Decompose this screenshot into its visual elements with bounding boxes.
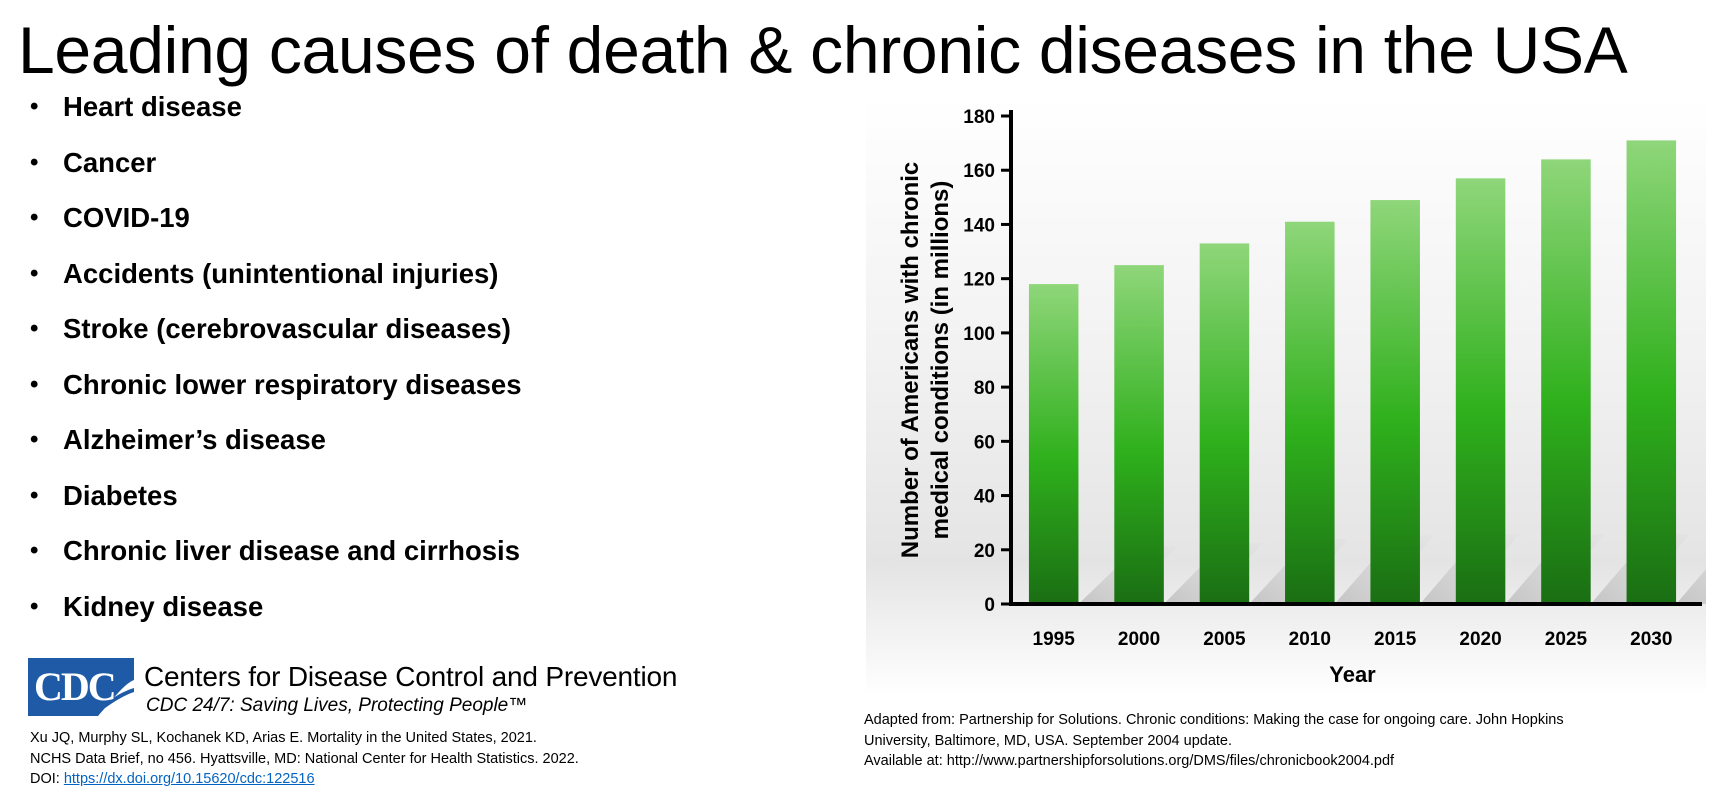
bullet: • [30, 259, 39, 287]
x-tick-label: 2000 [1118, 629, 1160, 650]
cause-label: Diabetes [63, 479, 178, 511]
y-tick-label: 140 [963, 215, 995, 236]
slide-title: Leading causes of death & chronic diseas… [18, 13, 1628, 87]
cause-label: Kidney disease [63, 590, 264, 622]
reference-citation: Xu JQ, Murphy SL, Kochanek KD, Arias E. … [30, 728, 579, 790]
cause-label: Alzheimer’s disease [63, 424, 326, 455]
cause-label: COVID-19 [63, 202, 190, 233]
bullet: • [30, 93, 39, 120]
x-tick-label: 2030 [1630, 629, 1672, 650]
y-tick-label: 80 [974, 378, 995, 399]
y-tick-label: 40 [974, 487, 995, 508]
source-line: University, Baltimore, MD, USA. Septembe… [864, 732, 1233, 749]
cdc-logo: CDC [28, 658, 134, 716]
bullet: • [30, 148, 39, 176]
source-line: Available at: http://www.partnershipfors… [864, 753, 1395, 769]
x-tick-label: 2015 [1374, 629, 1417, 650]
bullet: • [30, 315, 39, 342]
bar-2030 [1626, 140, 1677, 604]
reference-line: NCHS Data Brief, no 456. Hyattsville, MD… [30, 750, 579, 767]
list-item: • Alzheimer’s disease [30, 417, 522, 473]
cause-label: Stroke (cerebrovascular diseases) [63, 313, 511, 344]
chart-container: 0 20 40 60 80 100 120 140 160 180 1995 2000 2005 201… [866, 96, 1706, 696]
list-item: • Diabetes [30, 473, 522, 529]
y-axis-label-line1: Number of Americans with chronic [897, 162, 924, 559]
reference-line: DOI: https://dx.doi.org/10.15620/cdc:122… [30, 769, 579, 790]
list-item: • Heart disease [30, 84, 522, 140]
bullet: • [30, 204, 39, 231]
y-tick-label: 160 [963, 161, 995, 182]
x-tick-label: 2020 [1459, 629, 1501, 650]
doi-prefix: DOI: [30, 771, 64, 787]
x-tick-label: 2005 [1203, 629, 1246, 650]
y-tick-label: 60 [974, 432, 995, 453]
cdc-tagline: CDC 24/7: Saving Lives, Protecting Peopl… [146, 695, 528, 716]
bar-2000 [1114, 265, 1164, 604]
y-axis-label-line2: medical conditions (in millions) [927, 181, 954, 540]
cause-label: Accidents (unintentional injuries) [63, 257, 499, 289]
bar-2015 [1370, 200, 1420, 604]
list-item: • Kidney disease [30, 584, 522, 640]
doi-link[interactable]: https://dx.doi.org/10.15620/cdc:122516 [63, 771, 315, 787]
y-tick-label: 0 [984, 595, 995, 616]
axes [1009, 110, 1702, 606]
x-tick-label: 2025 [1545, 629, 1588, 650]
list-item: • Chronic lower respiratory diseases [30, 362, 522, 418]
cause-label: Cancer [63, 146, 157, 178]
x-tick-label: 2010 [1289, 629, 1331, 650]
bullet: • [30, 426, 39, 453]
y-tick-label: 120 [963, 270, 995, 291]
list-item: • Cancer [30, 140, 522, 196]
list-item: • COVID-19 [30, 195, 522, 251]
bullet: • [30, 481, 39, 509]
y-tick-label: 20 [974, 541, 995, 562]
bullet: • [30, 370, 39, 398]
y-ticks: 0 20 40 60 80 100 120 140 160 180 [963, 107, 1011, 616]
list-item: • Chronic liver disease and cirrhosis [30, 528, 522, 584]
y-tick-label: 180 [963, 107, 995, 128]
bars [1028, 140, 1677, 604]
x-ticks: 1995 2000 2005 2010 2015 2020 2025 2030 [1033, 629, 1673, 650]
bar-2020 [1455, 178, 1506, 604]
bar-2010 [1285, 221, 1335, 604]
bar-shadow [1676, 569, 1706, 604]
bar-1995 [1028, 284, 1079, 604]
cause-label: Heart disease [63, 91, 242, 122]
x-axis-label: Year [1329, 662, 1376, 687]
source-note: Adapted from: Partnership for Solutions.… [864, 710, 1564, 772]
bullet: • [30, 537, 39, 564]
list-item: • Stroke (cerebrovascular diseases) [30, 306, 522, 362]
bullet: • [30, 592, 39, 620]
bar-chart: 0 20 40 60 80 100 120 140 160 180 1995 2000 2005 201… [866, 96, 1706, 696]
bar-2025 [1541, 159, 1591, 604]
causes-list: • Heart disease • Cancer • COVID-19 • Accide… [30, 84, 522, 639]
cause-label: Chronic lower respiratory diseases [63, 368, 522, 400]
cdc-name: Centers for Disease Control and Preventi… [144, 661, 678, 692]
cdc-logo-text: CDC [34, 664, 115, 709]
cdc-logo-swoosh-stripe [88, 688, 134, 716]
x-tick-label: 1995 [1033, 629, 1076, 650]
list-item: • Accidents (unintentional injuries) [30, 251, 522, 307]
reference-line: Xu JQ, Murphy SL, Kochanek KD, Arias E. … [30, 730, 537, 746]
cause-label: Chronic liver disease and cirrhosis [63, 535, 520, 566]
y-tick-label: 100 [963, 324, 995, 345]
bar-2005 [1199, 243, 1250, 604]
source-line: Adapted from: Partnership for Solutions.… [864, 712, 1564, 728]
